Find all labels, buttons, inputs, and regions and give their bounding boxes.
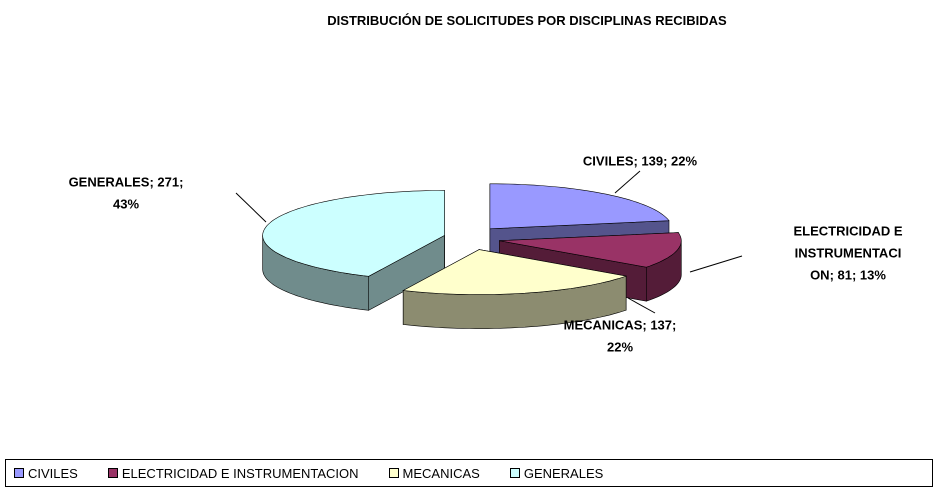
data-label: GENERALES; 271; bbox=[69, 174, 184, 189]
data-label: 22% bbox=[607, 339, 633, 354]
leader-line bbox=[627, 297, 656, 314]
legend-swatch bbox=[14, 468, 24, 478]
slice bbox=[402, 249, 628, 295]
data-label: CIVILES; 139; 22% bbox=[583, 153, 698, 168]
slice bbox=[402, 249, 628, 329]
slice bbox=[499, 232, 682, 268]
legend-item: GENERALES bbox=[509, 465, 604, 481]
legend-item: ELECTRICIDAD E INSTRUMENTACION bbox=[107, 465, 359, 481]
data-label: INSTRUMENTACI bbox=[795, 245, 902, 260]
legend-swatch bbox=[388, 468, 399, 478]
legend-swatch bbox=[509, 468, 520, 478]
legend: CIVILES ELECTRICIDAD E INSTRUMENTACION MEC… bbox=[5, 459, 933, 487]
leader-line bbox=[235, 192, 267, 223]
legend-label: MECANICAS bbox=[402, 465, 480, 481]
data-label: MECANICAS; 137; bbox=[564, 317, 677, 332]
legend-swatch bbox=[107, 468, 118, 478]
leader-line bbox=[614, 170, 641, 194]
data-label: ELECTRICIDAD E bbox=[793, 223, 902, 238]
legend-label: CIVILES bbox=[28, 465, 78, 481]
chart-title: DISTRIBUCIÓN DE SOLICITUDES POR DISCIPLI… bbox=[327, 13, 727, 28]
leader-line bbox=[689, 255, 743, 273]
data-label: ON; 81; 13% bbox=[810, 267, 886, 282]
legend-label: GENERALES bbox=[523, 465, 604, 481]
legend-item: CIVILES bbox=[14, 466, 78, 481]
slice bbox=[262, 190, 445, 277]
slice bbox=[262, 190, 445, 311]
legend-label: ELECTRICIDAD E INSTRUMENTACION bbox=[121, 465, 359, 481]
data-label: 43% bbox=[113, 196, 139, 211]
plot: CIVILES; 139; 22% ELECTRICIDAD E INSTRUMEN… bbox=[69, 153, 903, 354]
slice bbox=[489, 183, 670, 230]
legend-item: MECANICAS bbox=[388, 465, 480, 481]
